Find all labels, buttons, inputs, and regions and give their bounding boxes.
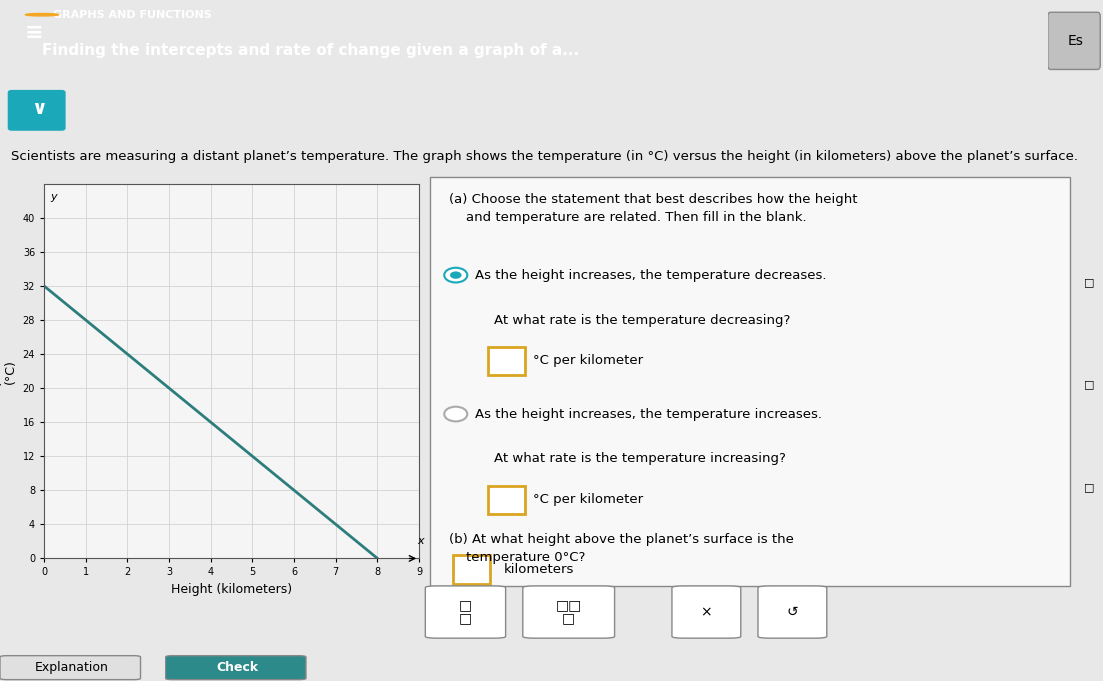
Text: ∨: ∨ bbox=[31, 99, 46, 118]
Y-axis label: Temperature
(°C): Temperature (°C) bbox=[0, 332, 18, 411]
FancyBboxPatch shape bbox=[672, 586, 741, 638]
FancyBboxPatch shape bbox=[1048, 12, 1101, 69]
Text: □
□: □ □ bbox=[459, 599, 472, 626]
Text: Scientists are measuring a distant planet’s temperature. The graph shows the tem: Scientists are measuring a distant plane… bbox=[11, 150, 1078, 163]
Circle shape bbox=[450, 272, 461, 279]
Text: kilometers: kilometers bbox=[504, 563, 575, 576]
Text: ×: × bbox=[700, 605, 713, 619]
FancyBboxPatch shape bbox=[165, 656, 306, 680]
Text: (a) Choose the statement that best describes how the height
    and temperature : (a) Choose the statement that best descr… bbox=[449, 193, 858, 225]
Text: As the height increases, the temperature increases.: As the height increases, the temperature… bbox=[475, 407, 822, 421]
Text: x: x bbox=[417, 536, 424, 545]
Text: □: □ bbox=[1084, 380, 1094, 390]
Text: Explanation: Explanation bbox=[35, 661, 108, 674]
Circle shape bbox=[445, 407, 468, 422]
Circle shape bbox=[445, 268, 468, 283]
FancyBboxPatch shape bbox=[523, 586, 614, 638]
Text: °C per kilometer: °C per kilometer bbox=[533, 354, 643, 368]
FancyBboxPatch shape bbox=[8, 90, 66, 131]
Text: ↺: ↺ bbox=[786, 605, 799, 619]
Text: Check: Check bbox=[216, 661, 258, 674]
Text: (b) At what height above the planet’s surface is the
    temperature 0°C?: (b) At what height above the planet’s su… bbox=[449, 533, 794, 564]
Text: GRAPHS AND FUNCTIONS: GRAPHS AND FUNCTIONS bbox=[53, 10, 212, 20]
Text: At what rate is the temperature decreasing?: At what rate is the temperature decreasi… bbox=[494, 313, 791, 327]
Text: Es: Es bbox=[1068, 34, 1083, 48]
Text: □: □ bbox=[1084, 482, 1094, 492]
Text: ≡: ≡ bbox=[24, 22, 43, 43]
FancyBboxPatch shape bbox=[758, 586, 827, 638]
FancyBboxPatch shape bbox=[426, 586, 505, 638]
Text: □: □ bbox=[1084, 278, 1094, 287]
FancyBboxPatch shape bbox=[430, 177, 1070, 586]
Text: At what rate is the temperature increasing?: At what rate is the temperature increasi… bbox=[494, 452, 786, 466]
Text: °C per kilometer: °C per kilometer bbox=[533, 493, 643, 507]
Text: As the height increases, the temperature decreases.: As the height increases, the temperature… bbox=[475, 268, 826, 282]
Text: Finding the intercepts and rate of change given a graph of a...: Finding the intercepts and rate of chang… bbox=[42, 43, 579, 58]
FancyBboxPatch shape bbox=[0, 656, 140, 680]
FancyBboxPatch shape bbox=[488, 486, 525, 514]
X-axis label: Height (kilometers): Height (kilometers) bbox=[171, 583, 292, 596]
Text: □□
□: □□ □ bbox=[556, 599, 581, 626]
FancyBboxPatch shape bbox=[452, 555, 490, 584]
FancyBboxPatch shape bbox=[488, 347, 525, 375]
Text: y: y bbox=[51, 193, 57, 202]
Circle shape bbox=[25, 14, 58, 16]
